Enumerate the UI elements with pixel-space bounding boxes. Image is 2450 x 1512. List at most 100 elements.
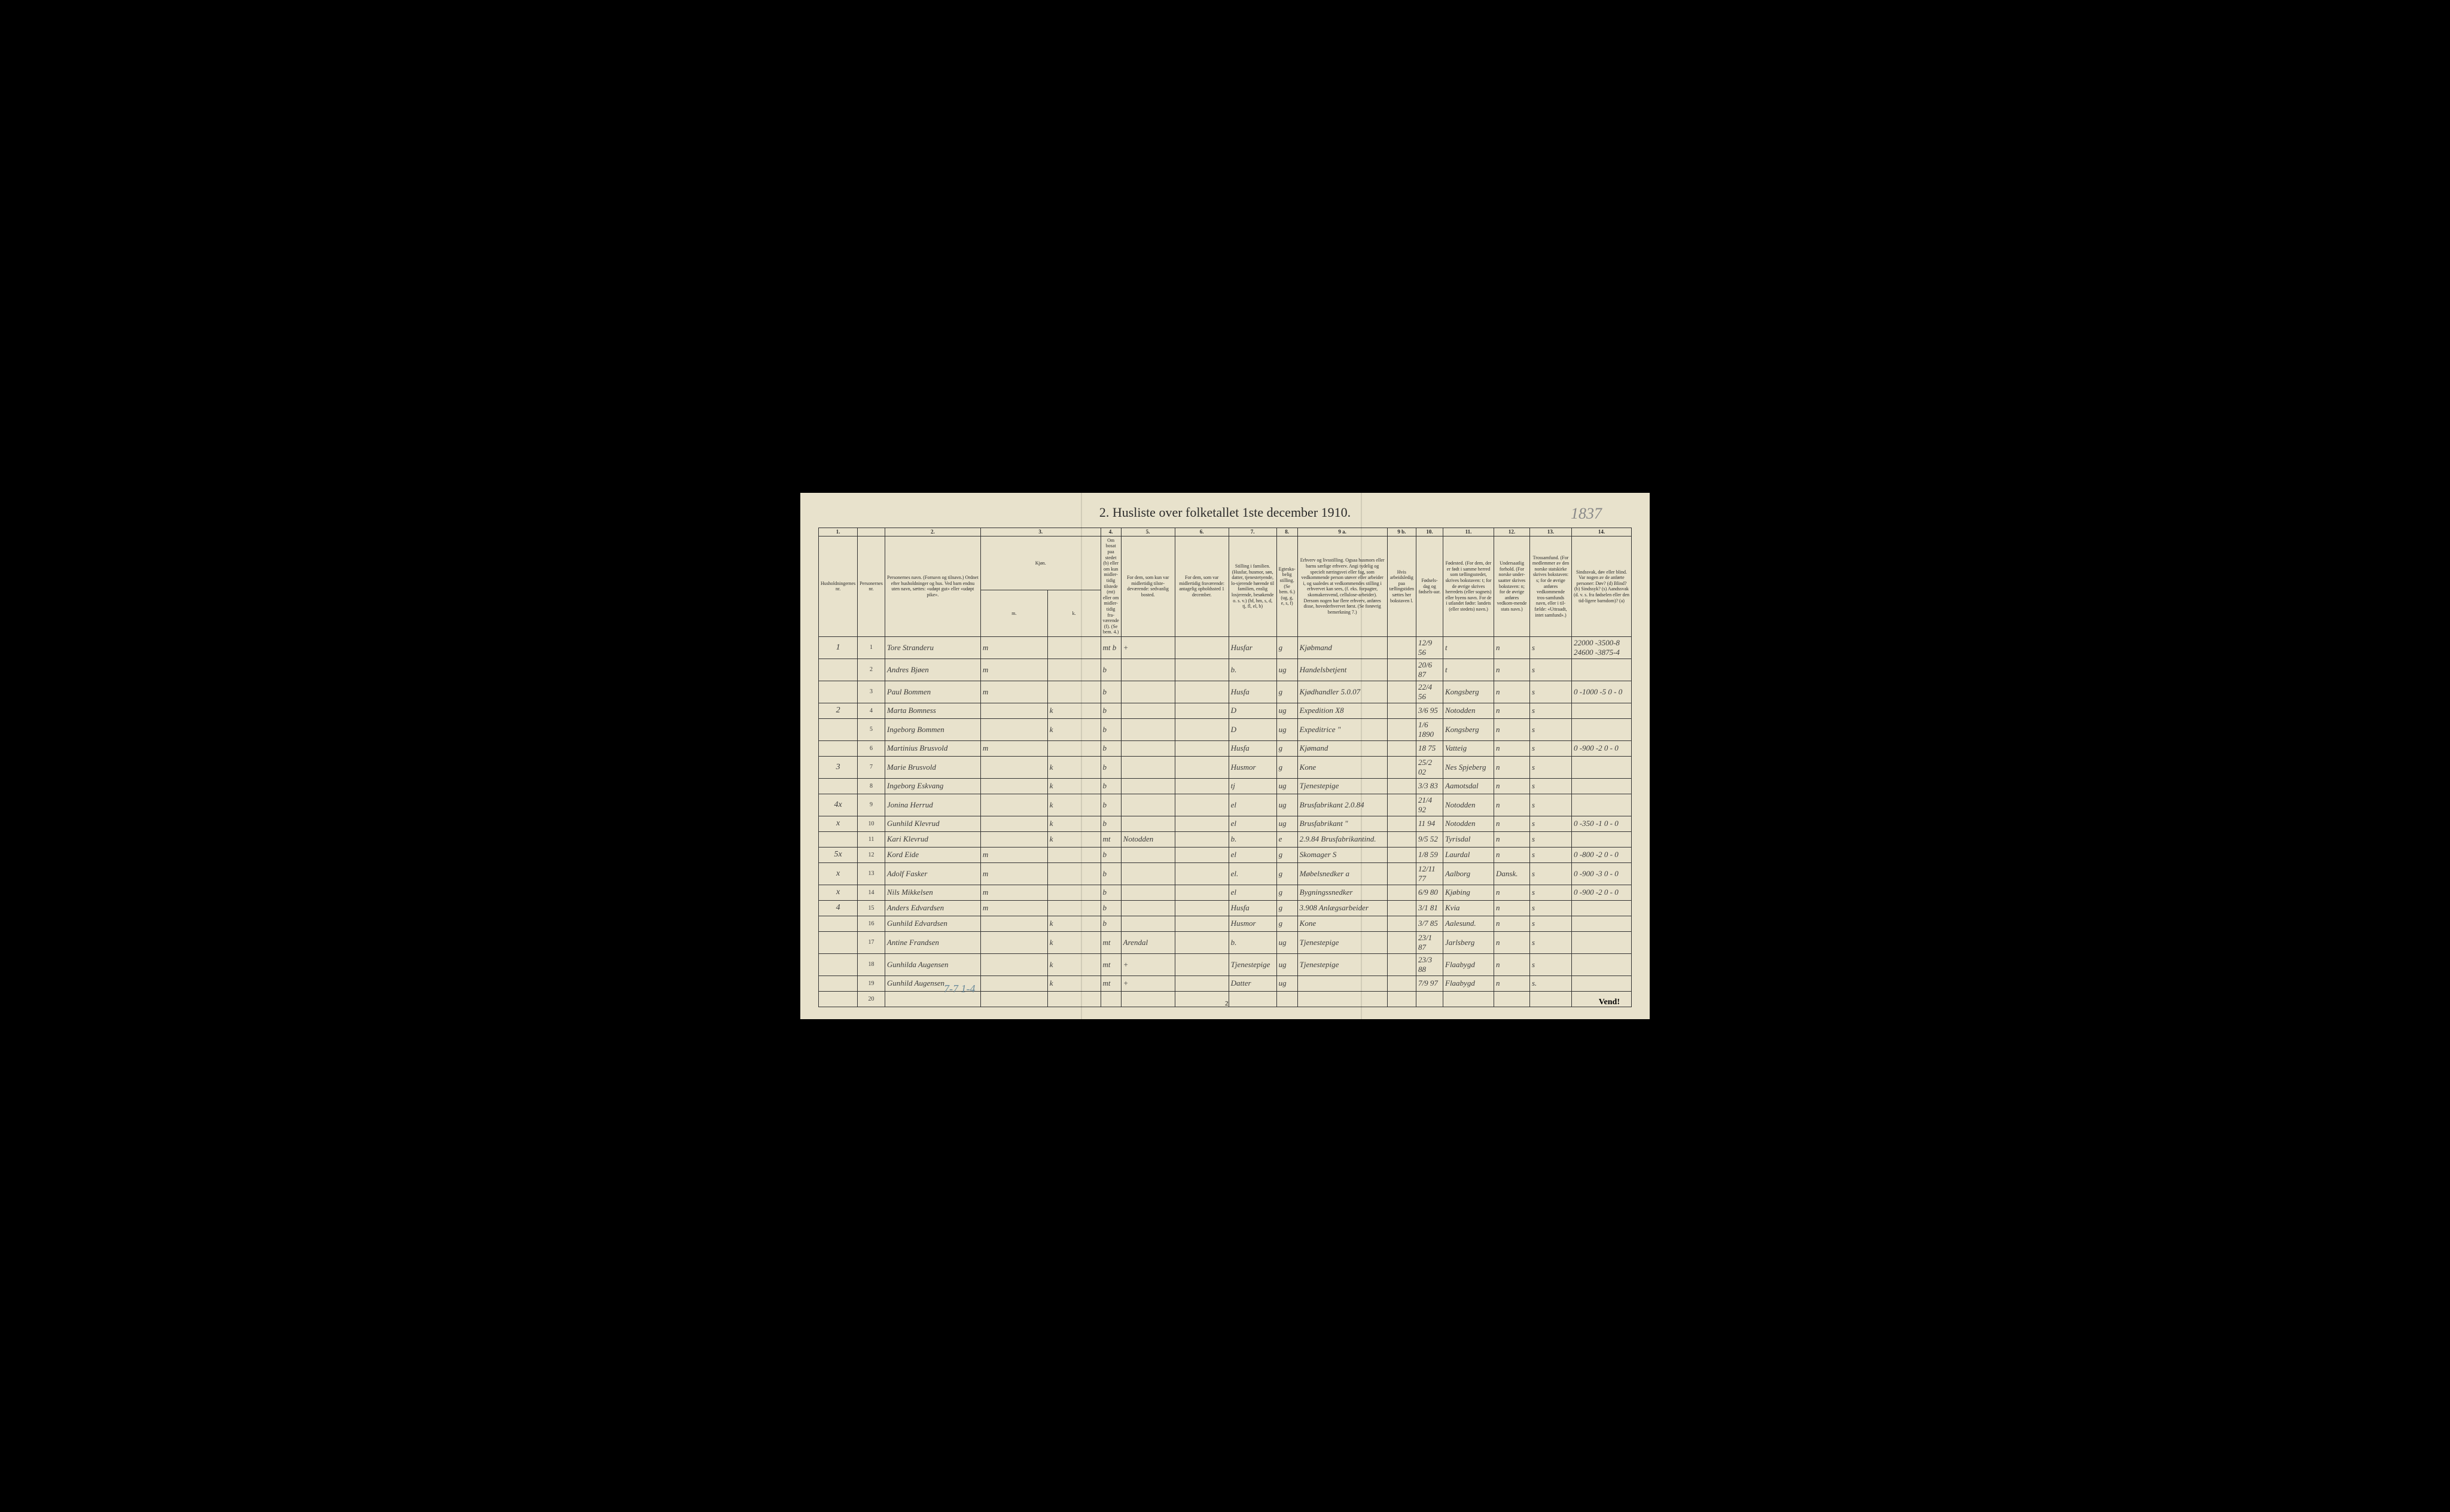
colnum-11: 11. — [1443, 528, 1494, 536]
nationality-cell: n — [1494, 900, 1530, 916]
dob-cell: 12/11 77 — [1416, 862, 1443, 885]
occupation-cell: 2.9.84 Brusfabrikantind. — [1297, 831, 1387, 847]
male-cell: m — [980, 681, 1047, 703]
religion-cell: s — [1530, 916, 1572, 931]
female-cell: k — [1047, 816, 1101, 831]
religion-cell: s — [1530, 636, 1572, 659]
religion-cell: s — [1530, 816, 1572, 831]
male-cell: m — [980, 885, 1047, 900]
dob-cell: 21/4 92 — [1416, 794, 1443, 816]
residence-cell — [1121, 816, 1175, 831]
family-cell: b. — [1229, 659, 1276, 681]
person-nr-cell: 13 — [858, 862, 885, 885]
female-cell — [1047, 740, 1101, 756]
name-cell: Kord Eide — [885, 847, 980, 862]
status-cell: mt — [1101, 931, 1121, 953]
birthplace-cell: Kongsberg — [1443, 718, 1494, 740]
notes-cell — [1572, 778, 1632, 794]
table-row: x13Adolf Faskermbel.gMøbelsnedker a12/11… — [819, 862, 1632, 885]
religion-cell: s — [1530, 756, 1572, 778]
male-cell — [980, 816, 1047, 831]
person-nr-cell: 15 — [858, 900, 885, 916]
table-row: 4x9Jonina HerrudkbelugBrusfabrikant 2.0.… — [819, 794, 1632, 816]
header-marital: Egteska-belig stilling. (Se bem. 6.) (ug… — [1276, 536, 1297, 636]
notes-cell — [1572, 931, 1632, 953]
family-cell: b. — [1229, 931, 1276, 953]
status-cell: b — [1101, 862, 1121, 885]
residence-cell: + — [1121, 636, 1175, 659]
family-cell: tj — [1229, 778, 1276, 794]
table-row: 37Marie BrusvoldkbHusmorgKone25/2 02Nes … — [819, 756, 1632, 778]
female-cell: k — [1047, 931, 1101, 953]
residence-cell — [1121, 885, 1175, 900]
residence-cell — [1121, 703, 1175, 718]
female-cell — [1047, 885, 1101, 900]
status-cell: b — [1101, 900, 1121, 916]
religion-cell: s — [1530, 847, 1572, 862]
occupation-cell: Kone — [1297, 916, 1387, 931]
unemployed-cell — [1387, 756, 1416, 778]
male-cell — [980, 916, 1047, 931]
name-cell: Ingeborg Eskvang — [885, 778, 980, 794]
female-cell: k — [1047, 718, 1101, 740]
marital-cell: e — [1276, 831, 1297, 847]
female-cell — [1047, 681, 1101, 703]
away-cell — [1175, 862, 1229, 885]
unemployed-cell — [1387, 681, 1416, 703]
female-cell: k — [1047, 794, 1101, 816]
nationality-cell: n — [1494, 794, 1530, 816]
household-cell: 1 — [819, 636, 858, 659]
male-cell — [980, 831, 1047, 847]
marital-cell: g — [1276, 847, 1297, 862]
unemployed-cell — [1387, 816, 1416, 831]
colnum-14: 14. — [1572, 528, 1632, 536]
dob-cell: 22/4 56 — [1416, 681, 1443, 703]
residence-cell: + — [1121, 953, 1175, 976]
header-family-position: Stilling i familien. (Husfar, husmor, sø… — [1229, 536, 1276, 636]
religion-cell: s — [1530, 659, 1572, 681]
nationality-cell: Dansk. — [1494, 862, 1530, 885]
residence-cell — [1121, 778, 1175, 794]
dob-cell: 3/1 81 — [1416, 900, 1443, 916]
unemployed-cell — [1387, 976, 1416, 991]
unemployed-cell — [1387, 991, 1416, 1007]
marital-cell: ug — [1276, 931, 1297, 953]
table-row: 6Martinius BrusvoldmbHusfagKjømand18 75V… — [819, 740, 1632, 756]
birthplace-cell: Notodden — [1443, 816, 1494, 831]
person-nr-cell: 4 — [858, 703, 885, 718]
male-cell: m — [980, 636, 1047, 659]
away-cell — [1175, 953, 1229, 976]
status-cell: b — [1101, 916, 1121, 931]
status-cell — [1101, 991, 1121, 1007]
person-nr-cell: 12 — [858, 847, 885, 862]
person-nr-cell: 6 — [858, 740, 885, 756]
away-cell — [1175, 703, 1229, 718]
religion-cell: s — [1530, 778, 1572, 794]
notes-cell: 0 -900 -3 0 - 0 — [1572, 862, 1632, 885]
birthplace-cell: t — [1443, 636, 1494, 659]
marital-cell: ug — [1276, 778, 1297, 794]
away-cell — [1175, 740, 1229, 756]
person-nr-cell: 17 — [858, 931, 885, 953]
table-row: 11Tore Stranderummt b+HusfargKjøbmand12/… — [819, 636, 1632, 659]
religion-cell: s — [1530, 953, 1572, 976]
header-birthdate: Fødsels-dag og fødsels-aar. — [1416, 536, 1443, 636]
status-cell: b — [1101, 778, 1121, 794]
away-cell — [1175, 778, 1229, 794]
name-cell: Gunhilda Augensen — [885, 953, 980, 976]
table-row: x14Nils MikkelsenmbelgBygningssnedker6/9… — [819, 885, 1632, 900]
dob-cell: 23/3 88 — [1416, 953, 1443, 976]
name-cell: Ingeborg Bommen — [885, 718, 980, 740]
family-cell: el — [1229, 885, 1276, 900]
unemployed-cell — [1387, 778, 1416, 794]
occupation-cell: Expeditrice " — [1297, 718, 1387, 740]
name-cell: Paul Bommen — [885, 681, 980, 703]
person-nr-cell: 8 — [858, 778, 885, 794]
colnum-1b — [858, 528, 885, 536]
notes-cell — [1572, 718, 1632, 740]
table-row: 415Anders EdvardsenmbHusfag3.908 Anlægsa… — [819, 900, 1632, 916]
name-cell: Andres Bjøen — [885, 659, 980, 681]
residence-cell: Arendal — [1121, 931, 1175, 953]
colnum-9b: 9 b. — [1387, 528, 1416, 536]
status-cell: b — [1101, 718, 1121, 740]
